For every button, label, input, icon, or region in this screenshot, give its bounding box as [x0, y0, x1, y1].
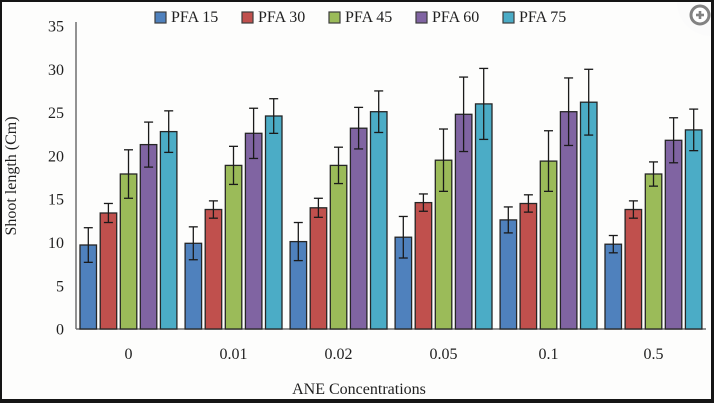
x-axis-title: ANE Concentrations [292, 381, 426, 398]
x-tick-label: 0.02 [325, 346, 353, 363]
y-tick-label: 30 [48, 62, 64, 79]
bar-pfa-60 [244, 132, 263, 330]
x-tick-label: 0.5 [644, 346, 664, 363]
y-tick-label: 15 [48, 192, 64, 209]
bar-pfa-75 [684, 129, 703, 330]
y-tick-label: 5 [56, 278, 64, 295]
bar-pfa-15 [604, 243, 623, 330]
legend-swatch [415, 11, 428, 24]
bar-pfa-75 [579, 101, 598, 330]
bar-pfa-60 [139, 143, 158, 330]
x-tick-label: 0 [125, 346, 133, 363]
y-tick-label: 25 [48, 105, 64, 122]
zoom-in-button[interactable] [673, 2, 711, 36]
bar-pfa-60 [664, 139, 683, 330]
bar-pfa-45 [224, 164, 243, 330]
legend-label: PFA 45 [345, 9, 392, 26]
bar-pfa-30 [519, 202, 538, 330]
legend-label: PFA 60 [432, 9, 479, 26]
legend-swatch [502, 11, 515, 24]
bar-pfa-30 [204, 208, 223, 330]
bar-pfa-75 [159, 130, 178, 330]
bar-pfa-30 [624, 208, 643, 330]
y-axis-title: Shoot length (Cm) [3, 116, 20, 235]
y-tick-label: 35 [48, 19, 64, 36]
bar-pfa-30 [99, 212, 118, 330]
x-tick-label: 0.05 [430, 346, 458, 363]
legend-label: PFA 30 [258, 9, 305, 26]
zoom-in-icon [689, 4, 711, 26]
legend-label: PFA 15 [171, 9, 218, 26]
bar-pfa-45 [329, 164, 348, 330]
bar-pfa-30 [414, 201, 433, 330]
bar-pfa-60 [349, 127, 368, 330]
bar-pfa-15 [499, 219, 518, 330]
bar-pfa-30 [309, 207, 328, 330]
bar-pfa-75 [264, 115, 283, 330]
x-tick-label: 0.01 [220, 346, 248, 363]
plot-area: 0 5 10 15 20 25 30 35 0 0.01 0.02 0.05 0.1 0.5 PFA 15 P… [48, 9, 706, 363]
y-tick-label: 20 [48, 148, 64, 165]
bar-chart: 0 5 10 15 20 25 30 35 0 0.01 0.02 0.05 0.1 0.5 PFA 15 P… [3, 9, 706, 398]
legend-label: PFA 75 [519, 9, 566, 26]
legend-swatch [241, 11, 254, 24]
legend-swatch [154, 11, 167, 24]
bar-pfa-45 [644, 173, 663, 330]
x-tick-label: 0.1 [539, 346, 559, 363]
bar-pfa-75 [369, 111, 388, 330]
y-tick-label: 10 [48, 235, 64, 252]
legend-swatch [328, 11, 341, 24]
y-tick-label: 0 [56, 322, 64, 339]
